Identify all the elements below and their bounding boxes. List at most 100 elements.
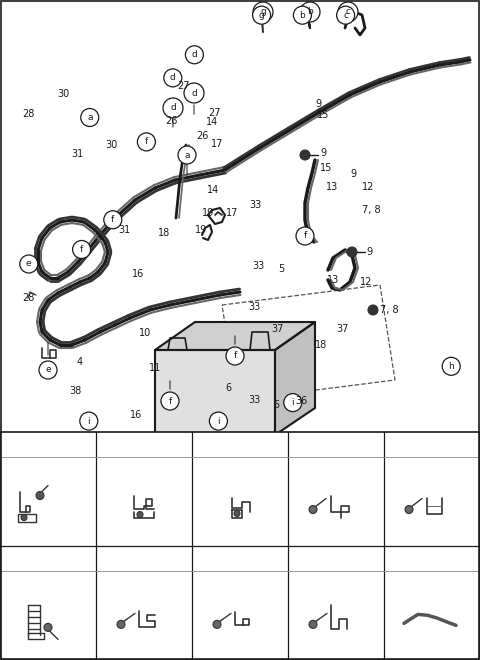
Text: d: d xyxy=(296,440,302,449)
Polygon shape xyxy=(235,612,249,626)
Text: b: b xyxy=(300,11,305,20)
Text: 3: 3 xyxy=(42,631,48,640)
Text: b: b xyxy=(307,7,313,16)
Text: h: h xyxy=(452,484,458,492)
Circle shape xyxy=(252,6,271,24)
Text: 9: 9 xyxy=(366,247,372,257)
Text: f: f xyxy=(111,215,114,224)
Text: f: f xyxy=(303,232,307,240)
Text: 28: 28 xyxy=(22,109,35,119)
Circle shape xyxy=(309,506,317,513)
Circle shape xyxy=(164,69,182,87)
Text: 4: 4 xyxy=(77,356,83,367)
Text: 14: 14 xyxy=(207,185,219,195)
Circle shape xyxy=(185,46,204,64)
Circle shape xyxy=(3,437,19,453)
Text: 2: 2 xyxy=(301,589,307,598)
Text: 12: 12 xyxy=(360,277,372,287)
Text: g: g xyxy=(104,554,110,563)
Circle shape xyxy=(137,133,156,151)
Text: 33: 33 xyxy=(250,199,262,210)
Text: 39: 39 xyxy=(426,554,438,564)
Text: i: i xyxy=(87,640,89,649)
Circle shape xyxy=(81,108,99,127)
Text: 6: 6 xyxy=(226,383,232,393)
Circle shape xyxy=(39,361,57,379)
Text: 11: 11 xyxy=(149,363,161,374)
Circle shape xyxy=(137,512,143,517)
Text: 36: 36 xyxy=(295,396,308,407)
Text: f: f xyxy=(10,554,12,563)
Text: 19: 19 xyxy=(195,225,207,235)
Text: i: i xyxy=(291,398,294,407)
Text: 6: 6 xyxy=(238,577,244,587)
Text: 23: 23 xyxy=(146,586,157,595)
Circle shape xyxy=(291,437,307,453)
Circle shape xyxy=(99,550,115,567)
Text: g: g xyxy=(260,7,266,16)
Text: 37: 37 xyxy=(271,323,284,334)
Text: 37: 37 xyxy=(305,485,317,495)
Text: i: i xyxy=(216,634,219,644)
Text: g: g xyxy=(259,11,264,20)
Text: i: i xyxy=(87,416,90,426)
Text: 33: 33 xyxy=(252,261,264,271)
Circle shape xyxy=(347,247,357,257)
Polygon shape xyxy=(275,322,315,435)
Circle shape xyxy=(293,6,312,24)
Text: 35: 35 xyxy=(248,586,259,595)
Text: c: c xyxy=(346,7,350,16)
Text: 30: 30 xyxy=(105,140,117,150)
Text: e: e xyxy=(392,440,397,449)
Polygon shape xyxy=(427,498,442,513)
Circle shape xyxy=(234,511,240,517)
Text: 18: 18 xyxy=(315,340,327,350)
Circle shape xyxy=(442,357,460,376)
Circle shape xyxy=(20,255,38,273)
Text: 7, 8: 7, 8 xyxy=(380,305,398,315)
Circle shape xyxy=(161,392,179,410)
Text: 5: 5 xyxy=(278,264,285,275)
Text: 10: 10 xyxy=(138,495,150,505)
Text: h: h xyxy=(200,554,206,563)
Circle shape xyxy=(368,305,378,315)
Polygon shape xyxy=(295,435,330,565)
Text: 21: 21 xyxy=(216,440,228,449)
Circle shape xyxy=(99,437,115,453)
Polygon shape xyxy=(148,460,295,565)
Text: 26: 26 xyxy=(166,115,178,126)
Text: i: i xyxy=(291,630,293,638)
Text: f: f xyxy=(80,245,83,254)
Circle shape xyxy=(445,478,465,498)
Text: e: e xyxy=(45,366,51,374)
Circle shape xyxy=(195,437,211,453)
Polygon shape xyxy=(155,350,275,435)
Text: f: f xyxy=(233,352,237,360)
Circle shape xyxy=(195,550,211,567)
Polygon shape xyxy=(155,322,315,350)
Text: 13: 13 xyxy=(327,275,339,285)
Circle shape xyxy=(157,540,167,550)
Circle shape xyxy=(72,240,91,259)
Text: 36: 36 xyxy=(290,597,302,607)
Text: d: d xyxy=(170,104,176,112)
Polygon shape xyxy=(331,605,347,630)
Circle shape xyxy=(3,550,19,567)
Text: 19: 19 xyxy=(202,208,214,218)
Circle shape xyxy=(405,506,413,513)
Text: 37: 37 xyxy=(393,485,406,495)
Circle shape xyxy=(253,2,273,22)
Circle shape xyxy=(226,347,244,365)
Text: 38: 38 xyxy=(70,386,82,397)
Text: d: d xyxy=(191,88,197,98)
Circle shape xyxy=(338,2,358,22)
Polygon shape xyxy=(18,513,36,521)
Text: 15: 15 xyxy=(317,110,329,121)
Text: 11: 11 xyxy=(152,547,164,557)
Text: 2: 2 xyxy=(207,591,213,601)
Circle shape xyxy=(319,459,331,471)
Text: i: i xyxy=(217,416,220,426)
Circle shape xyxy=(184,83,204,103)
Text: 18: 18 xyxy=(158,228,171,238)
Text: 15: 15 xyxy=(320,163,332,173)
